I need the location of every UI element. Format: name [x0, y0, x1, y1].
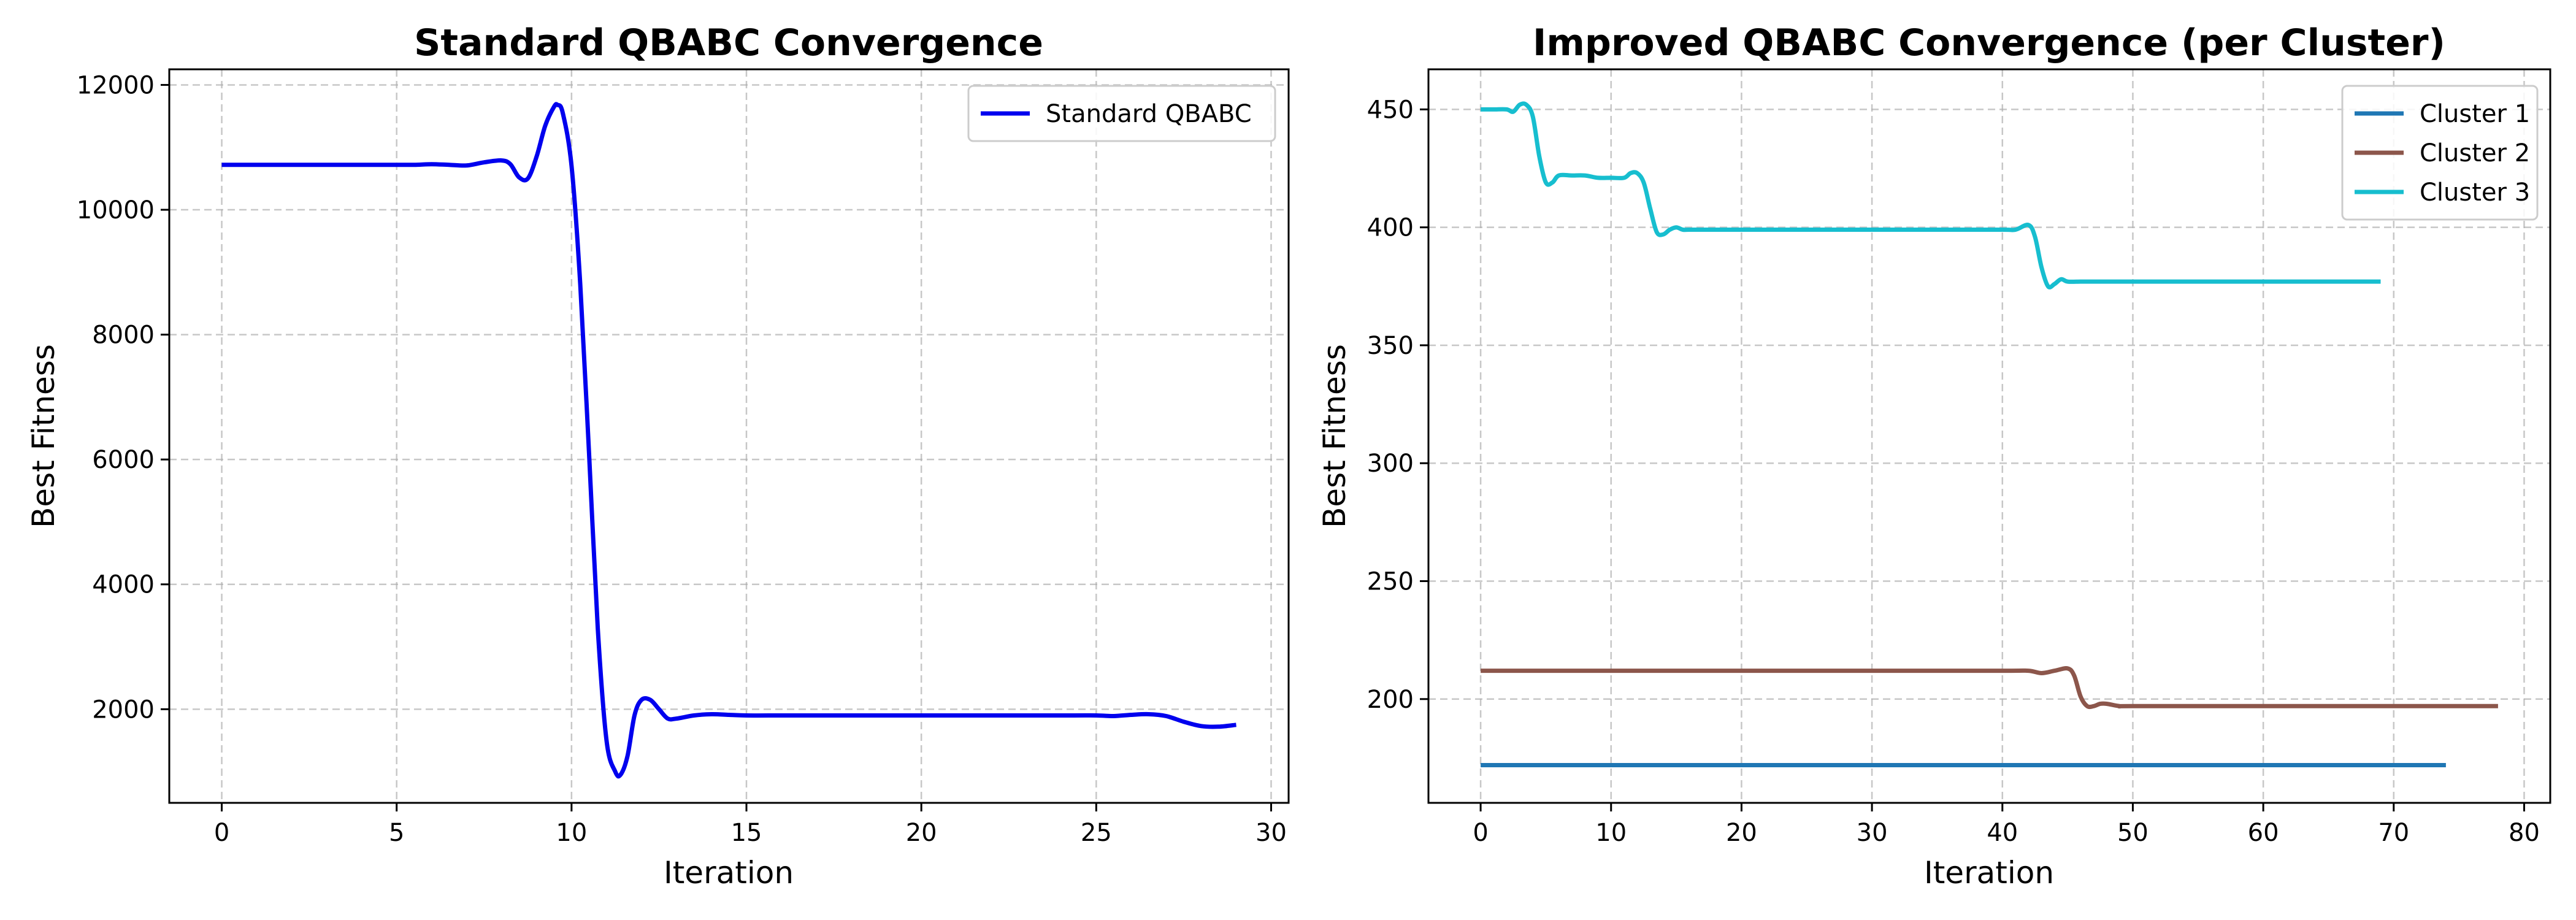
ticks: 0 5 10 15 20 25 30 2000 4000 6000 8000 10000 12000	[77, 71, 1287, 847]
y-tick-label: 450	[1367, 96, 1414, 124]
x-tick-label: 25	[1081, 819, 1112, 847]
x-tick-label: 70	[2378, 819, 2409, 847]
legend-label: Cluster 3	[2420, 178, 2530, 207]
series-layer	[1481, 101, 2498, 767]
y-tick-label: 4000	[92, 571, 155, 599]
chart-title: Standard QBABC Convergence	[414, 21, 1043, 64]
x-tick-label: 80	[2509, 819, 2540, 847]
x-tick-label: 30	[1255, 819, 1287, 847]
y-tick-label: 12000	[77, 71, 155, 99]
y-tick-label: 400	[1367, 214, 1414, 242]
legend: Standard QBABC	[967, 85, 1276, 142]
x-axis-label: Iteration	[664, 855, 794, 891]
x-tick-label: 20	[1726, 819, 1757, 847]
legend-box	[967, 85, 1276, 142]
y-axis-label: Best Fitness	[26, 344, 61, 528]
y-tick-label: 200	[1367, 686, 1414, 714]
x-tick-label: 5	[389, 819, 404, 847]
chart-standard-qbabc: 0 5 10 15 20 25 30 2000 4000 6000 8000 10000 12000 S…	[26, 21, 1290, 891]
y-tick-label: 250	[1367, 568, 1414, 596]
x-tick-label: 40	[1987, 819, 2018, 847]
ticks: 0 10 20 30 40 50 60 70 80 200 250 300 350 400 450	[1367, 96, 2540, 847]
x-tick-label: 10	[556, 819, 587, 847]
x-tick-label: 15	[731, 819, 762, 847]
chart-improved-qbabc: 0 10 20 30 40 50 60 70 80 200 250 300 350 400 450 Impr…	[1317, 21, 2551, 891]
y-tick-label: 2000	[92, 696, 155, 724]
series-line-2	[1481, 666, 2498, 710]
x-tick-label: 0	[1473, 819, 1488, 847]
y-tick-label: 10000	[77, 196, 155, 224]
series-line-1	[221, 102, 1236, 779]
x-tick-label: 0	[214, 819, 229, 847]
legend-label: Cluster 2	[2420, 139, 2530, 167]
plot-frame	[1427, 68, 2551, 804]
y-tick-label: 6000	[92, 446, 155, 474]
legend: Cluster 1 Cluster 2 Cluster 3	[2341, 85, 2539, 221]
y-tick-label: 350	[1367, 332, 1414, 360]
grid	[169, 69, 1289, 803]
x-tick-label: 30	[1857, 819, 1888, 847]
x-tick-label: 10	[1595, 819, 1627, 847]
y-tick-label: 300	[1367, 450, 1414, 478]
x-tick-label: 50	[2117, 819, 2149, 847]
chart-title: Improved QBABC Convergence (per Cluster)	[1533, 21, 2445, 64]
series-line-3	[1481, 101, 2381, 289]
x-axis-label: Iteration	[1924, 855, 2054, 891]
x-tick-label: 60	[2248, 819, 2279, 847]
y-tick-label: 8000	[92, 321, 155, 350]
x-tick-label: 20	[906, 819, 937, 847]
plot-frame	[168, 68, 1290, 804]
y-axis-label: Best Fitness	[1317, 344, 1352, 528]
legend-label: Standard QBABC	[1046, 100, 1252, 128]
legend-label: Cluster 1	[2420, 100, 2530, 128]
legend-box	[2341, 85, 2539, 221]
series-layer	[221, 102, 1236, 779]
